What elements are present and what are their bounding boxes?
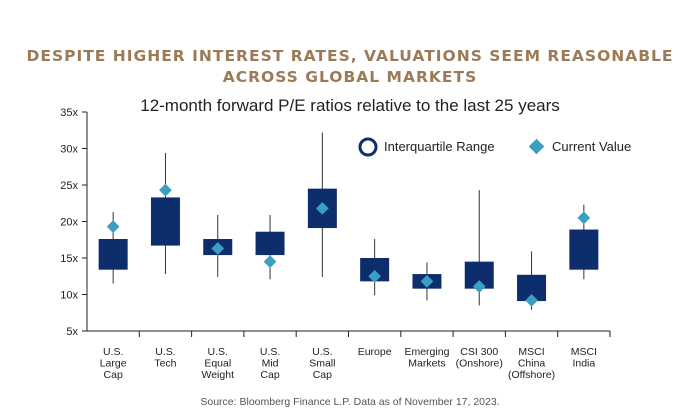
category-label: U.S.	[260, 346, 280, 358]
box-group	[360, 239, 390, 296]
category-label: Europe	[358, 346, 392, 358]
category-label: Cap	[260, 369, 279, 381]
chart-title-line-2: ACROSS GLOBAL MARKETS	[222, 68, 478, 86]
category-label: Markets	[408, 358, 445, 370]
category-label: U.S.	[312, 346, 332, 358]
y-tick-label: 20x	[60, 217, 78, 229]
box-group	[98, 212, 128, 284]
y-tick-label: 25x	[60, 180, 78, 192]
iqr-box	[150, 197, 180, 246]
y-tick-label: 10x	[60, 290, 78, 302]
category-label: Tech	[154, 358, 176, 370]
legend-current-icon	[528, 138, 545, 155]
category-label: China	[518, 358, 546, 370]
iqr-box	[255, 231, 285, 256]
box-group	[412, 262, 442, 301]
box-group	[255, 214, 285, 280]
current-value-marker	[263, 255, 277, 269]
chart-title-line-1: DESPITE HIGHER INTEREST RATES, VALUATION…	[26, 47, 674, 65]
current-value-marker	[472, 280, 486, 293]
category-label: Large	[100, 358, 127, 370]
legend-iqr-icon	[358, 137, 378, 157]
category-label: CSI 300	[460, 346, 498, 358]
category-label: Weight	[202, 369, 235, 381]
current-value-marker	[315, 201, 329, 215]
category-label: U.S.	[103, 346, 123, 358]
box-group	[203, 214, 233, 277]
category-label: India	[572, 358, 595, 370]
iqr-box	[360, 258, 390, 282]
y-tick-label: 5x	[66, 326, 78, 338]
category-label: (Offshore)	[508, 369, 555, 381]
chart-subtitle: 12-month forward P/E ratios relative to …	[140, 96, 560, 115]
category-label: Emerging	[404, 346, 449, 358]
category-label: Cap	[104, 369, 123, 381]
axes: 5x10x15x20x25x30x35xU.S.LargeCapU.S.Tech…	[60, 107, 611, 381]
current-value-marker	[106, 220, 120, 233]
current-value-marker	[420, 274, 434, 288]
legend-current-label: Current Value	[552, 139, 631, 154]
current-value-marker	[368, 269, 382, 283]
chart-marks	[98, 132, 599, 310]
category-label: U.S.	[155, 346, 175, 358]
chart-title: DESPITE HIGHER INTEREST RATES, VALUATION…	[0, 46, 700, 88]
current-value-marker	[159, 183, 172, 197]
y-tick-label: 15x	[60, 253, 78, 265]
box-group	[307, 132, 337, 277]
box-group	[569, 204, 599, 280]
legend: Interquartile Range Current Value	[358, 137, 631, 157]
category-label: (Onshore)	[456, 358, 503, 370]
current-value-marker	[211, 242, 225, 255]
category-label: Mid	[262, 358, 279, 370]
source-note: Source: Bloomberg Finance L.P. Data as o…	[200, 396, 500, 408]
category-label: U.S.	[208, 346, 228, 358]
y-tick-label: 30x	[60, 144, 78, 156]
category-label: MSCI	[518, 346, 544, 358]
box-group	[517, 251, 547, 310]
category-label: MSCI	[571, 346, 597, 358]
y-tick-label: 35x	[60, 107, 78, 119]
category-label: Cap	[313, 369, 332, 381]
iqr-box	[98, 239, 128, 270]
category-label: Small	[309, 358, 335, 370]
category-label: Equal	[204, 358, 231, 370]
current-value-marker	[577, 211, 591, 225]
box-group	[464, 190, 494, 306]
iqr-box	[569, 229, 599, 270]
legend-iqr-label: Interquartile Range	[384, 139, 495, 154]
box-group	[150, 152, 180, 275]
